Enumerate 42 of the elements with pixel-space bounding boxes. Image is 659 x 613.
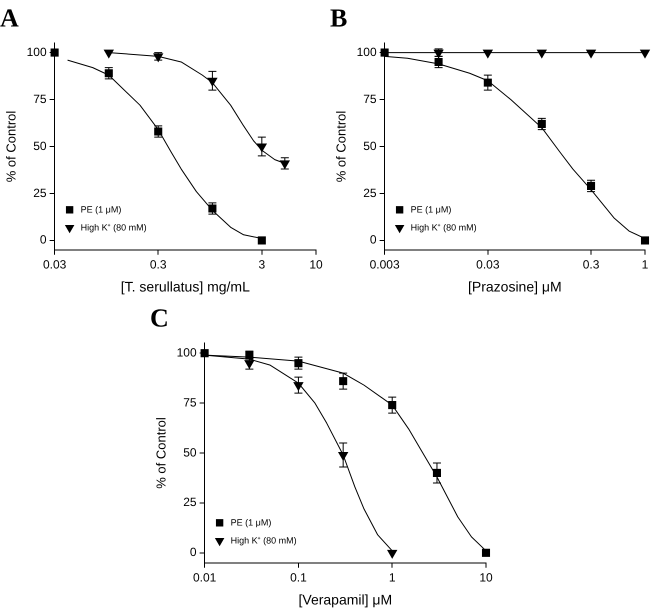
legend-label: PE (1 μM) (410, 204, 452, 214)
y-axis-title: % of Control (333, 110, 348, 182)
legend-label: High K⁺ (80 mM) (80, 222, 147, 232)
y-tick-label: 50 (33, 138, 47, 153)
y-tick-label: 50 (183, 445, 197, 460)
y-tick-label: 25 (183, 495, 197, 510)
y-tick-label: 0 (40, 232, 47, 247)
legend-label: High K⁺ (80 mM) (230, 535, 297, 546)
y-tick-label: 50 (363, 138, 377, 153)
legend-label: PE (1 μM) (230, 517, 272, 528)
y-axis-title: % of Control (153, 417, 168, 489)
x-axis-title: [Prazosine] μM (468, 278, 562, 294)
y-tick-label: 100 (26, 44, 47, 59)
y-tick-label: 25 (33, 186, 47, 200)
y-tick-label: 100 (176, 345, 197, 360)
x-tick-label: 0.3 (150, 257, 167, 272)
chart-title: A (0, 3, 19, 32)
x-tick-label: 10 (309, 257, 323, 272)
y-tick-label: 75 (33, 92, 47, 106)
x-tick-label: 0.03 (476, 257, 500, 272)
legend-label: High K⁺ (80 mM) (410, 222, 477, 232)
x-tick-label: 1 (388, 570, 396, 584)
x-tick-label: 0.03 (42, 257, 67, 272)
x-tick-label: 0.01 (192, 570, 217, 584)
x-tick-label: 10 (479, 570, 493, 584)
x-axis-title: [Verapamil] μM (298, 591, 392, 608)
y-axis-title: % of Control (3, 110, 18, 182)
legend-label: PE (1 μM) (80, 204, 122, 214)
y-tick-label: 0 (370, 232, 377, 247)
y-tick-label: 75 (183, 395, 197, 410)
y-tick-label: 0 (190, 545, 197, 560)
x-tick-label: 3 (258, 257, 266, 272)
x-axis-title: [T. serullatus] mg/mL (120, 278, 250, 294)
chart-title: C (150, 303, 169, 332)
y-tick-label: 75 (363, 92, 377, 106)
x-tick-label: 0.3 (582, 257, 600, 272)
x-tick-label: 1 (642, 257, 649, 272)
y-tick-label: 25 (363, 186, 377, 200)
x-tick-label: 0.1 (290, 570, 308, 584)
x-tick-label: 0.003 (370, 257, 400, 272)
chart-title: B (330, 3, 348, 32)
y-tick-label: 100 (356, 44, 377, 59)
